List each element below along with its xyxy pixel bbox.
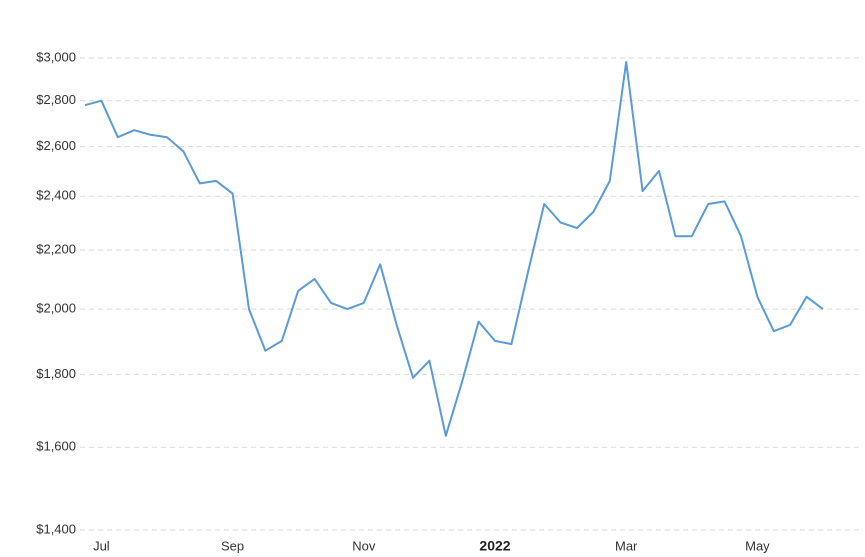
x-tick-label: Nov <box>352 538 376 553</box>
y-tick-label: $2,000 <box>36 301 76 316</box>
y-tick-label: $1,400 <box>36 521 76 536</box>
x-tick-label: Sep <box>221 538 244 553</box>
y-tick-label: $1,600 <box>36 439 76 454</box>
y-tick-label: $2,200 <box>36 242 76 257</box>
y-tick-label: $3,000 <box>36 49 76 64</box>
y-tick-label: $1,800 <box>36 366 76 381</box>
price-line <box>84 61 824 437</box>
x-tick-label: Mar <box>615 538 638 553</box>
y-tick-label: $2,800 <box>36 92 76 107</box>
y-tick-label: $2,400 <box>36 188 76 203</box>
x-tick-label: Jul <box>93 538 110 553</box>
x-tick-label: 2022 <box>479 538 510 554</box>
y-tick-label: $2,600 <box>36 138 76 153</box>
x-tick-label: May <box>745 538 770 553</box>
